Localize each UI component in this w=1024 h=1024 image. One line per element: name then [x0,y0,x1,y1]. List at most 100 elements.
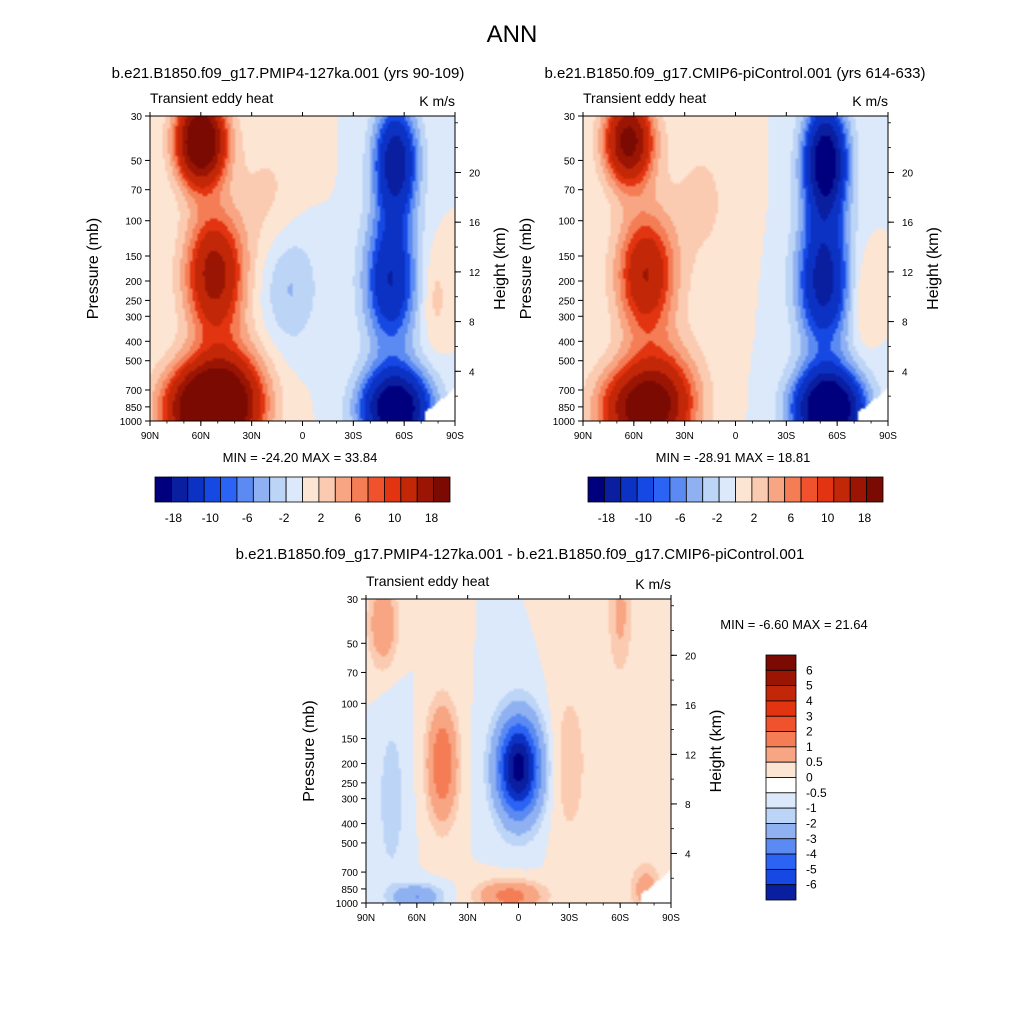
x-tick-label: 0 [300,431,306,442]
y-tick-label: 850 [125,403,142,414]
y-tick-label: 30 [131,112,143,123]
colorbar-swatch [767,476,786,503]
height-tick-label: 8 [469,318,475,329]
colorbar-swatch [269,476,287,503]
height-tick-label: 4 [902,367,908,378]
panel-pmip4: b.e21.B1850.f09_g17.PMIP4-127ka.001 (yrs… [85,65,509,525]
height-tick-label: 8 [685,800,691,811]
colorbar-swatch [765,746,797,763]
colorbar-label: -2 [806,816,817,830]
y-tick-label: 1000 [120,417,143,428]
colorbar-swatch [702,476,720,503]
colorbar-swatch [384,476,402,503]
y-tick-label: 70 [347,668,359,679]
colorbar-label: 0 [806,771,813,785]
height-tick-label: 4 [685,849,691,860]
colorbar-swatch [334,476,353,503]
colorbar-label: 2 [318,511,325,525]
colorbar-swatch [669,476,687,503]
colorbar-swatch [351,476,369,503]
y-tick-label: 500 [558,357,575,368]
colorbar-swatch [620,476,638,503]
panel-left-label: Transient eddy heat [583,90,706,106]
colorbar-label: -18 [165,511,183,525]
colorbar-swatch [751,476,769,503]
x-tick-label: 30N [458,913,476,924]
y-tick-label: 850 [341,885,358,896]
y-tick-label: 200 [558,277,575,288]
right-axis-title: Height (km) [708,710,725,793]
colorbar-swatch [685,476,704,503]
colorbar-swatch [765,761,797,778]
y-tick-label: 30 [564,112,576,123]
colorbar-swatch [765,868,797,886]
x-tick-label: 60N [192,431,210,442]
contour-field [366,599,671,903]
panel-min-max: MIN = -24.20 MAX = 33.84 [223,450,378,465]
panel-min-max: MIN = -28.91 MAX = 18.81 [656,450,811,465]
colorbar-swatch [318,476,336,503]
panel-left-label: Transient eddy heat [366,573,489,589]
y-tick-label: 100 [558,217,575,228]
colorbar-swatch [220,476,238,503]
x-tick-label: 30N [675,431,693,442]
colorbar-label: -6 [806,878,817,892]
colorbar-swatch [765,777,797,794]
right-axis-title: Height (km) [492,227,509,310]
colorbar-label: -4 [806,847,817,861]
y-tick-label: 50 [347,639,359,650]
colorbar-swatch [587,476,605,503]
x-tick-label: 60S [395,431,413,442]
colorbar-label: -2 [279,511,290,525]
colorbar-swatch [187,476,205,503]
y-tick-label: 150 [341,735,358,746]
colorbar-swatch [765,654,797,671]
height-tick-label: 12 [902,268,914,279]
x-tick-label: 90N [357,913,375,924]
y-tick-label: 50 [131,156,143,167]
colorbar-swatch [170,476,189,503]
colorbar-swatch [433,476,451,503]
y-tick-label: 250 [341,779,358,790]
panel-difference: b.e21.B1850.f09_g17.PMIP4-127ka.001 - b.… [236,546,868,924]
colorbar-swatch [735,476,753,503]
y-tick-label: 100 [125,217,142,228]
colorbar-label: 3 [806,709,813,723]
colorbar-swatch [636,476,654,503]
colorbar-swatch [154,476,172,503]
colorbar-swatch [817,476,835,503]
x-tick-label: 60S [828,431,846,442]
x-tick-label: 90S [662,913,680,924]
colorbar-swatch [252,476,271,503]
colorbar-label: 18 [858,511,872,525]
contour-field [150,116,455,421]
y-tick-label: 500 [341,839,358,850]
colorbar-label: -6 [242,511,253,525]
colorbar-swatch [603,476,622,503]
colorbar-swatch [765,853,797,870]
y-tick-label: 400 [341,820,358,831]
x-tick-label: 30N [242,431,260,442]
colorbar-label: -1 [806,801,817,815]
height-tick-label: 20 [469,168,481,179]
colorbar-label: 1 [806,740,813,754]
colorbar-swatch [302,476,320,503]
panel-units: K m/s [419,93,455,109]
y-tick-label: 300 [125,312,142,323]
y-tick-label: 700 [558,386,575,397]
panel-title: b.e21.B1850.f09_g17.PMIP4-127ka.001 - b.… [236,546,805,563]
y-tick-label: 50 [564,156,576,167]
colorbar-swatch [833,476,851,503]
colorbar-label: 6 [354,511,361,525]
x-tick-label: 90S [446,431,464,442]
colorbar-swatch [765,669,797,687]
panel-min-max: MIN = -6.60 MAX = 21.64 [720,617,867,632]
panel-left-label: Transient eddy heat [150,90,273,106]
colorbar-swatch [800,476,818,503]
y-tick-label: 200 [341,759,358,770]
y-tick-label: 70 [564,186,576,197]
x-tick-label: 60N [408,913,426,924]
colorbar-label: -5 [806,862,817,876]
colorbar-swatch [236,476,254,503]
